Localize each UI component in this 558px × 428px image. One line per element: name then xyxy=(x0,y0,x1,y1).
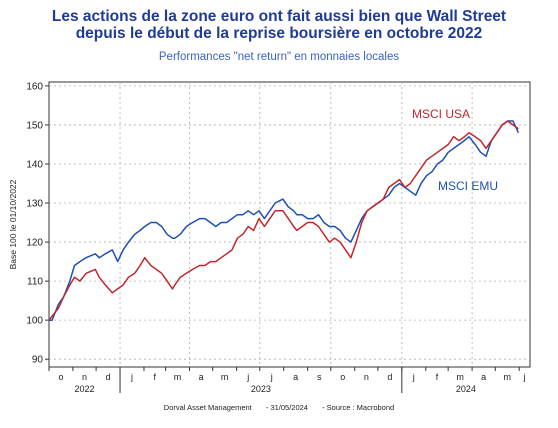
plot-frame xyxy=(48,81,531,368)
x-year-label: 2024 xyxy=(456,384,476,394)
x-month-label: m xyxy=(174,372,182,382)
y-tick-label: 100 xyxy=(26,316,43,327)
series-label-msci-usa: MSCI USA xyxy=(412,107,470,121)
x-month-label: o xyxy=(58,372,63,382)
x-month-label: a xyxy=(293,372,298,382)
x-month-label: m xyxy=(503,372,511,382)
x-month-label: a xyxy=(199,372,204,382)
x-month-label: j xyxy=(130,372,133,382)
y-axis-label: Base 100 le 01/10/2022 xyxy=(8,179,18,269)
footer-date: - 31/05/2024 xyxy=(265,403,308,412)
x-month-label: j xyxy=(246,372,249,382)
x-month-label: f xyxy=(436,372,439,382)
x-month-label: j xyxy=(412,372,415,382)
y-tick-label: 140 xyxy=(26,159,43,170)
series-line-msci-emu xyxy=(49,120,520,321)
x-month-label: d xyxy=(106,372,111,382)
chart-subtitle: Performances "net return" en monnaies lo… xyxy=(158,51,400,63)
chart-title-line1: Les actions de la zone euro ont fait aus… xyxy=(51,8,507,25)
x-month-label: s xyxy=(317,372,322,382)
x-month-label: o xyxy=(340,372,345,382)
footer-source: - Source : Macrobond xyxy=(322,403,395,412)
x-year-label: 2023 xyxy=(251,384,271,394)
series-line-msci-usa xyxy=(48,120,519,321)
y-tick-label: 130 xyxy=(26,199,43,210)
y-tick-label: 90 xyxy=(32,355,44,366)
x-month-label: f xyxy=(154,372,157,382)
x-month-label: d xyxy=(387,372,392,382)
y-tick-label: 160 xyxy=(26,81,43,92)
x-month-label: j xyxy=(270,372,273,382)
footer-author: Dorval Asset Management xyxy=(163,403,252,412)
x-year-label: 2022 xyxy=(74,384,94,394)
x-month-label: n xyxy=(82,372,87,382)
series-label-msci-emu: MSCI EMU xyxy=(438,179,498,193)
x-month-label: a xyxy=(481,372,486,382)
x-month-label: n xyxy=(364,372,369,382)
y-tick-label: 120 xyxy=(26,238,43,249)
y-tick-label: 110 xyxy=(27,277,43,288)
x-month-label: m xyxy=(221,372,229,382)
x-month-label: m xyxy=(456,372,464,382)
x-month-label: j xyxy=(523,372,526,382)
chart-title-line2: depuis le début de la reprise boursière … xyxy=(75,25,483,42)
chart-footer: Dorval Asset Management - 31/05/2024 - S… xyxy=(0,403,558,412)
y-tick-label: 150 xyxy=(26,120,43,131)
